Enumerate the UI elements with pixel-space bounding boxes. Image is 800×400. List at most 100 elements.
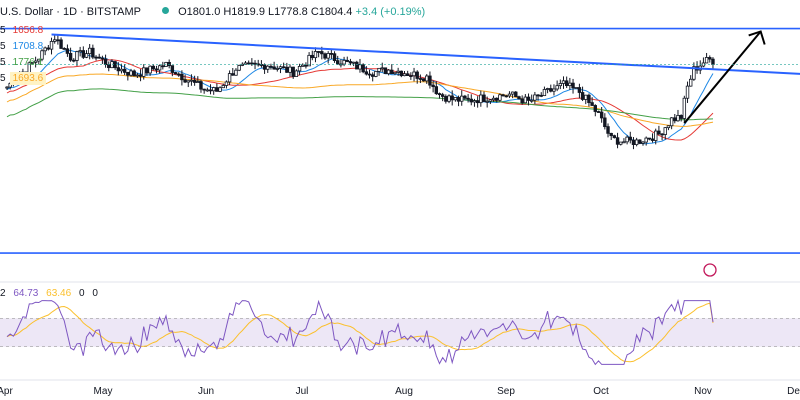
candle-body bbox=[657, 130, 661, 135]
candle-body bbox=[425, 75, 429, 82]
candle-body bbox=[453, 97, 458, 101]
candle-body bbox=[498, 94, 502, 101]
candle-body bbox=[708, 57, 712, 60]
candle-body bbox=[56, 39, 60, 42]
candle-body bbox=[370, 74, 375, 77]
ma-legend-green[interactable]: 5 1776.1 bbox=[0, 57, 44, 68]
ma-legend-blue[interactable]: 5 1708.8 bbox=[0, 41, 44, 52]
candle-body bbox=[692, 66, 696, 80]
candle-body bbox=[542, 89, 547, 97]
candle-body bbox=[421, 78, 426, 82]
candle-body bbox=[622, 141, 626, 144]
candle-body bbox=[574, 87, 578, 89]
candle-body bbox=[122, 68, 127, 73]
candle-body bbox=[393, 71, 397, 75]
candle-body bbox=[380, 67, 384, 70]
candle-body bbox=[580, 92, 585, 100]
candle-body bbox=[103, 58, 108, 65]
candle-body bbox=[463, 95, 467, 99]
candle-body bbox=[641, 141, 645, 144]
candle-body bbox=[638, 139, 642, 144]
candle-body bbox=[561, 80, 566, 84]
candle-body bbox=[246, 62, 251, 65]
candle-body bbox=[161, 65, 165, 68]
candle-body bbox=[374, 70, 378, 77]
candle-body bbox=[291, 66, 295, 77]
candle-body bbox=[501, 94, 505, 97]
candle-body bbox=[491, 97, 496, 101]
candle-body bbox=[545, 88, 550, 90]
candle-body bbox=[549, 88, 553, 92]
candle-body bbox=[100, 57, 105, 60]
candle-body bbox=[711, 58, 715, 65]
candle-body bbox=[593, 105, 597, 112]
candle-body bbox=[91, 47, 95, 58]
candle-body bbox=[107, 64, 111, 69]
candle-body bbox=[316, 51, 321, 53]
candle-body bbox=[281, 66, 286, 69]
candle-body bbox=[33, 60, 38, 63]
candle-body bbox=[412, 71, 416, 77]
candle-body bbox=[323, 53, 327, 59]
x-tick-dec: Dec bbox=[787, 386, 800, 397]
candle-body bbox=[361, 64, 365, 73]
candle-body bbox=[135, 74, 140, 77]
change-readout: +3.4 (+0.19%) bbox=[355, 6, 426, 18]
candle-body bbox=[313, 51, 318, 59]
candle-body bbox=[495, 97, 499, 101]
candle-body bbox=[211, 87, 216, 92]
rsi-legend[interactable]: 2 64.73 63.46 0 0 bbox=[0, 288, 98, 299]
candle-body bbox=[345, 59, 349, 62]
candle-body bbox=[507, 93, 512, 97]
candle-body bbox=[514, 91, 518, 98]
candle-body bbox=[285, 66, 289, 73]
candle-body bbox=[504, 95, 508, 98]
candle-body bbox=[437, 93, 442, 96]
candle-body bbox=[386, 69, 391, 75]
candle-body bbox=[530, 99, 534, 102]
x-tick-apr: Apr bbox=[0, 386, 13, 397]
candle-body bbox=[199, 81, 203, 90]
candle-body bbox=[202, 88, 206, 91]
candle-body bbox=[266, 65, 270, 70]
candle-body bbox=[40, 50, 44, 60]
ma-legend-orange[interactable]: 5 1693.6 bbox=[0, 72, 47, 85]
candle-body bbox=[603, 117, 607, 128]
candle-body bbox=[180, 73, 184, 81]
candle-body bbox=[418, 78, 423, 80]
candle-body bbox=[177, 73, 181, 76]
candle-body bbox=[396, 70, 400, 73]
candle-body bbox=[606, 126, 610, 134]
candle-body bbox=[329, 53, 334, 55]
candle-body bbox=[405, 73, 410, 76]
symbol-label[interactable]: U.S. Dollar · 1D · BITSTAMP bbox=[0, 6, 141, 18]
candle-body bbox=[685, 85, 690, 99]
candle-body bbox=[243, 62, 248, 65]
candle-body bbox=[539, 94, 543, 97]
candle-body bbox=[558, 83, 563, 87]
candle-body bbox=[294, 70, 299, 77]
candle-body bbox=[564, 80, 569, 87]
rsi-line bbox=[6, 298, 714, 366]
candle-body bbox=[221, 85, 225, 89]
candle-body bbox=[663, 127, 667, 135]
candle-body bbox=[628, 136, 632, 141]
candle-body bbox=[609, 132, 613, 137]
candle-body bbox=[62, 48, 66, 50]
chart-header: U.S. Dollar · 1D · BITSTAMP O1801.0 H181… bbox=[0, 6, 425, 18]
candle-body bbox=[482, 94, 486, 103]
candle-body bbox=[571, 82, 575, 89]
candle-body bbox=[278, 66, 283, 69]
candle-body bbox=[272, 66, 276, 70]
ma-legend-red[interactable]: 5 1656.8 bbox=[0, 25, 44, 36]
candle-body bbox=[390, 69, 394, 75]
candle-body bbox=[479, 94, 483, 104]
candle-body bbox=[704, 57, 709, 64]
x-tick-nov: Nov bbox=[694, 386, 712, 397]
candle-body bbox=[415, 71, 419, 79]
candle-body bbox=[647, 137, 652, 140]
candle-body bbox=[631, 139, 636, 146]
candle-body bbox=[367, 73, 372, 76]
x-tick-may: May bbox=[93, 386, 113, 397]
